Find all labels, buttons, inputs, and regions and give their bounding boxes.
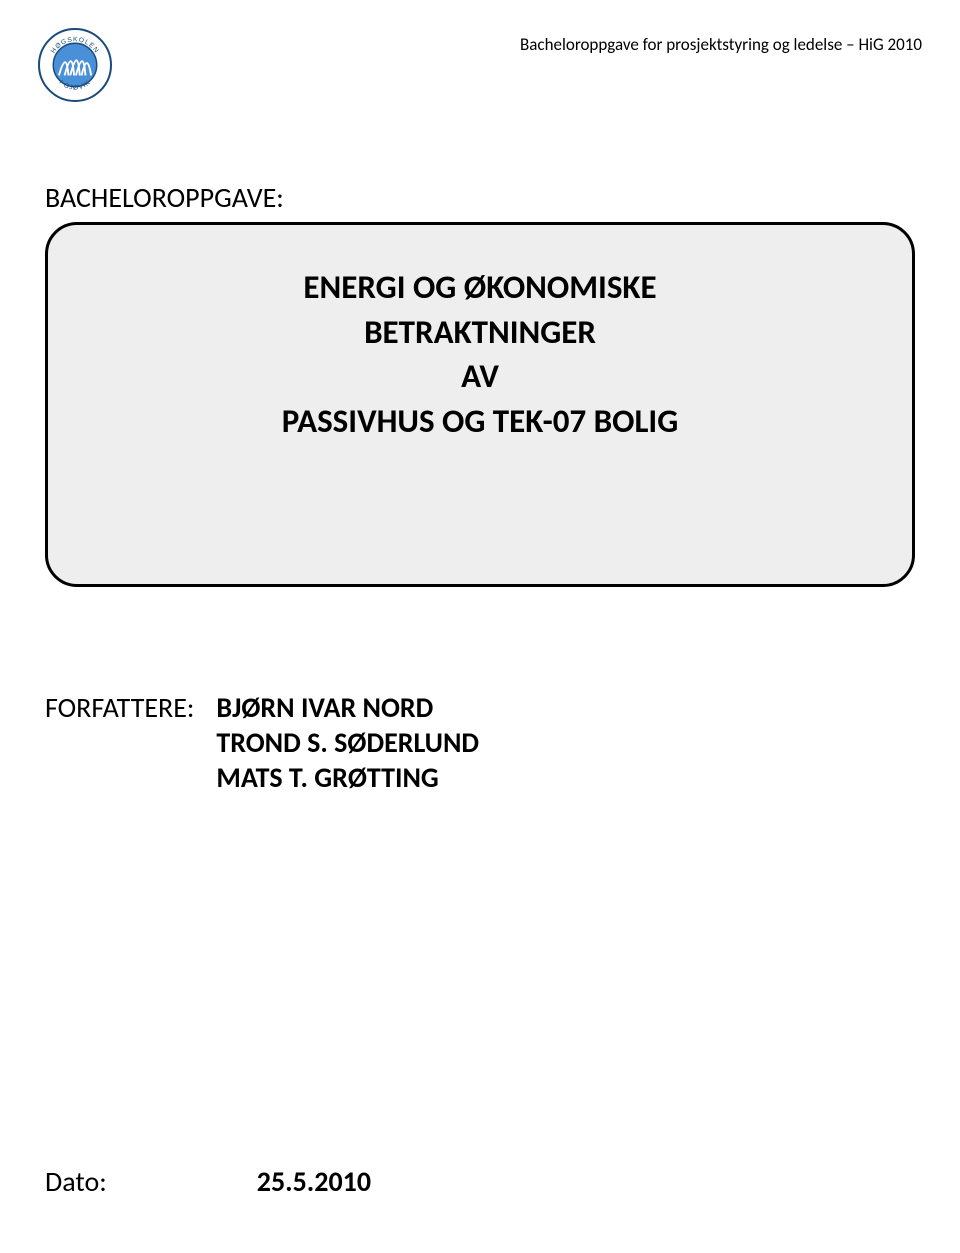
header-text: Bacheloroppgave for prosjektstyring og l… [520, 34, 922, 55]
author-name-2: TROND S. SØDERLUND [216, 725, 479, 760]
author-name-1: BJØRN IVAR NORD [216, 690, 479, 725]
header-row: HØGSKOLEN I GJØVIK Bacheloroppgave for p… [0, 28, 960, 102]
date-value: 25.5.2010 [257, 1164, 371, 1199]
author-name-3: MATS T. GRØTTING [216, 760, 479, 795]
institution-logo: HØGSKOLEN I GJØVIK [38, 28, 112, 102]
authors-row: FORFATTERE: BJØRN IVAR NORD TROND S. SØD… [45, 690, 479, 795]
authors-list: BJØRN IVAR NORD TROND S. SØDERLUND MATS … [216, 690, 479, 795]
authors-label: FORFATTERE: [45, 690, 194, 725]
title-line-4: PASSIVHUS OG TEK-07 BOLIG [78, 399, 882, 444]
title-line-2: BETRAKTNINGER [78, 310, 882, 355]
date-label: Dato: [45, 1164, 107, 1199]
date-row: Dato: 25.5.2010 [45, 1164, 371, 1199]
title-line-1: ENERGI OG ØKONOMISKE [78, 265, 882, 310]
logo-svg: HØGSKOLEN I GJØVIK [40, 30, 110, 100]
title-box: ENERGI OG ØKONOMISKE BETRAKTNINGER AV PA… [45, 222, 915, 587]
section-label: BACHELOROPPGAVE: [45, 180, 284, 215]
title-line-3: AV [78, 354, 882, 399]
